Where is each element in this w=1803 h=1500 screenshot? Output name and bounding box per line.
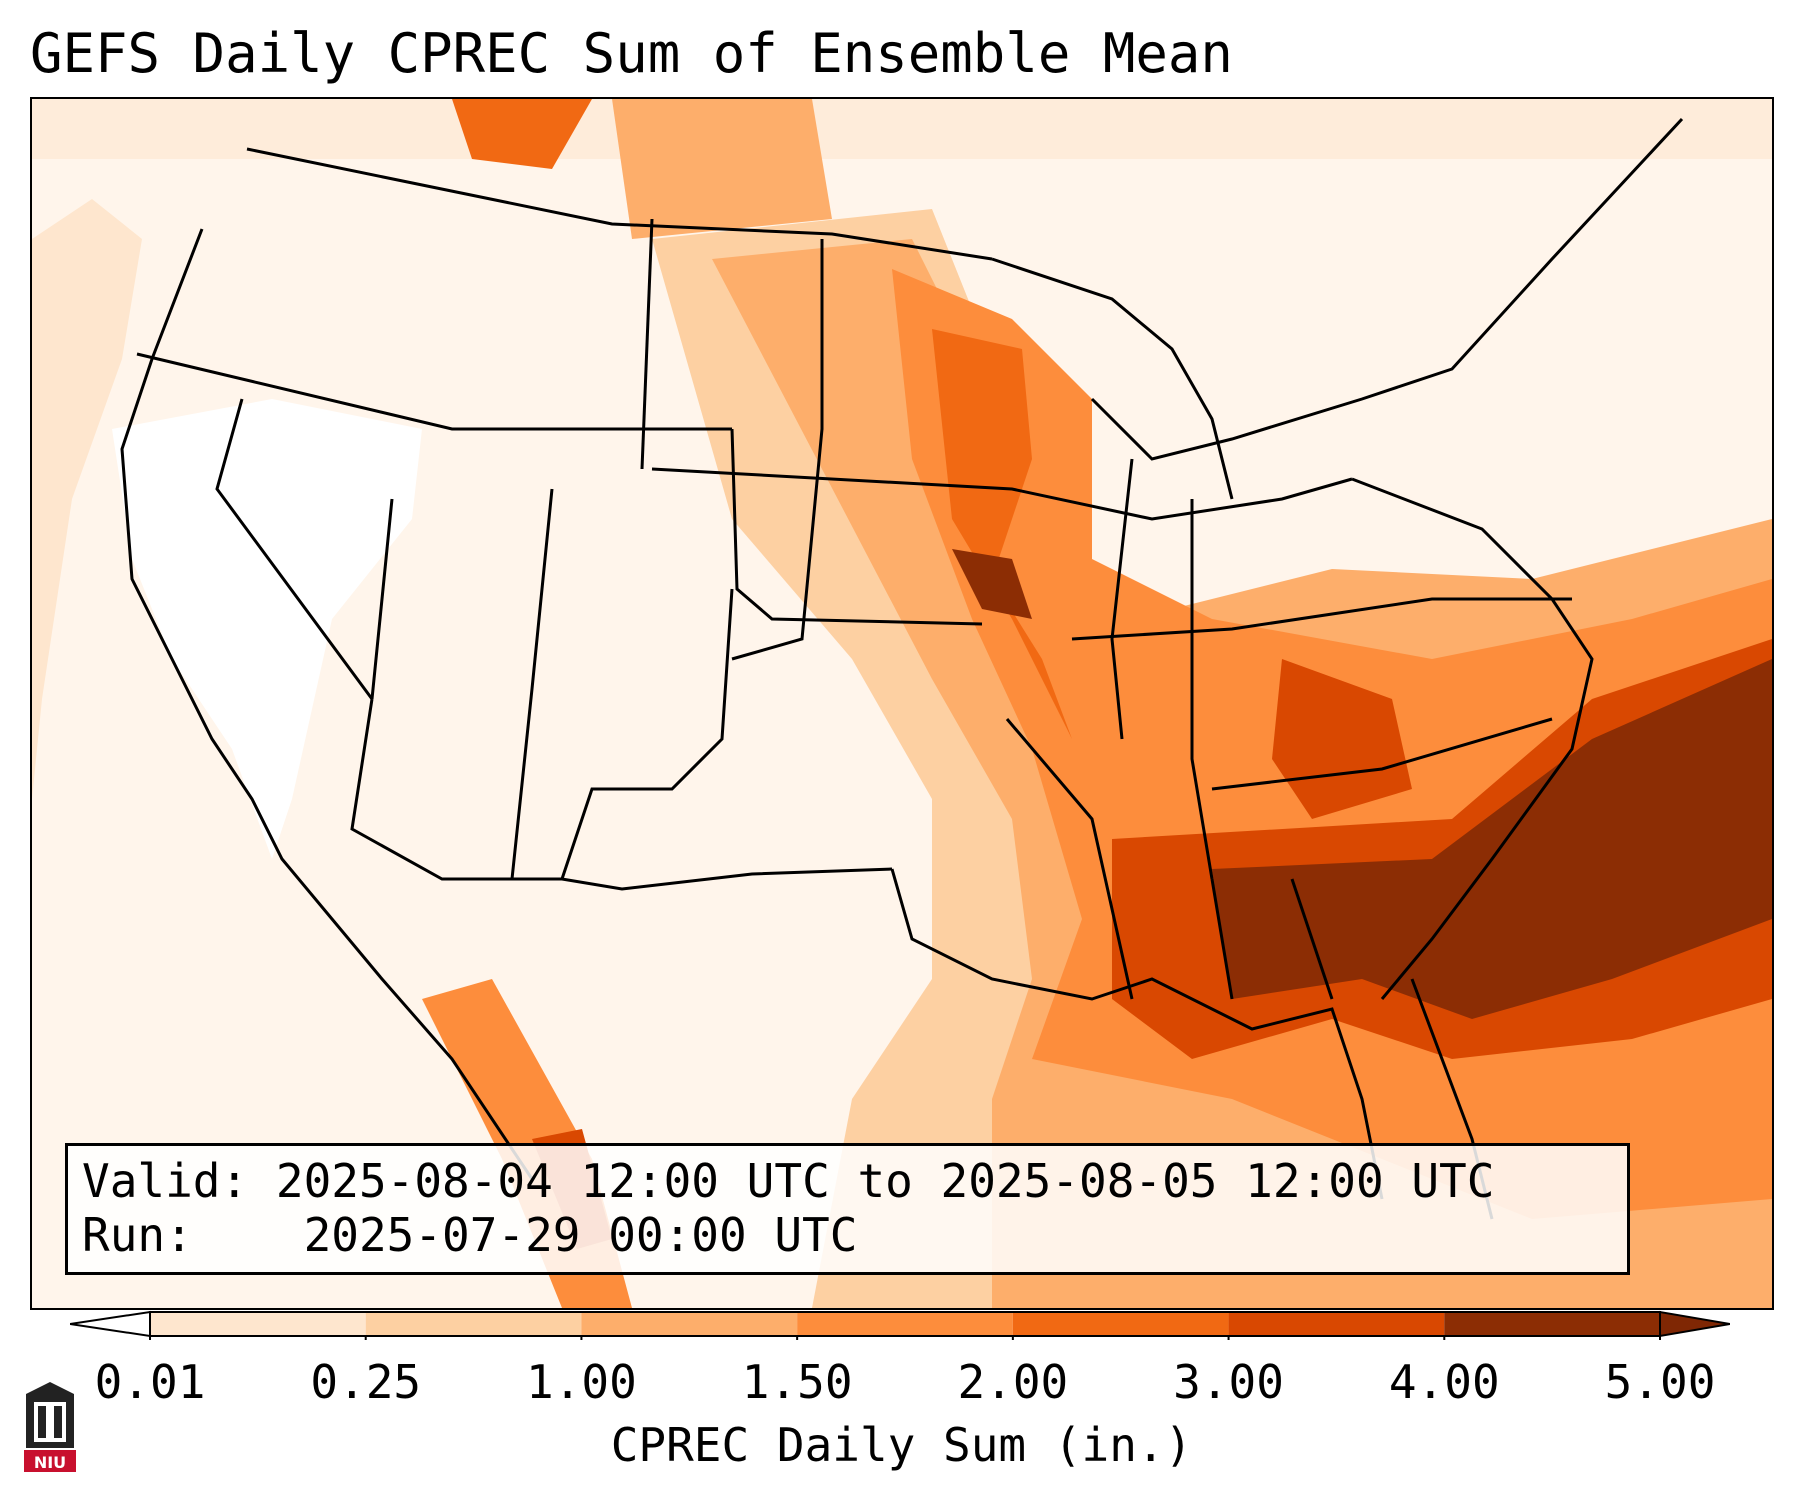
colorbar-segment <box>581 1312 798 1336</box>
idaho-nevada-line <box>370 498 394 700</box>
colorbar <box>70 1310 1730 1340</box>
valid-run-info-box: Valid: 2025-08-04 12:00 UTC to 2025-08-0… <box>65 1143 1630 1275</box>
colorbar-tick-label: 5.00 <box>1604 1355 1716 1409</box>
colorbar-segment <box>1444 1312 1660 1336</box>
precip-canada-rockies <box>452 99 592 169</box>
utah-line <box>510 488 554 880</box>
colorbar-segment <box>365 1312 582 1336</box>
map-title: GEFS Daily CPREC Sum of Ensemble Mean <box>30 22 1233 85</box>
colorbar-segment <box>150 1312 366 1336</box>
precip-canada-prairies <box>612 99 832 239</box>
canada-east-border <box>1090 117 1684 461</box>
colorbar-tick-label: 0.01 <box>94 1355 206 1409</box>
dakota-line <box>731 239 824 661</box>
state-line-north <box>136 352 732 431</box>
colorbar-label: CPREC Daily Sum (in.) <box>610 1418 1193 1472</box>
map-canvas <box>32 99 1772 1308</box>
run-value: 2025-07-29 00:00 UTC <box>303 1208 858 1262</box>
colorbar-outline <box>149 1311 1661 1337</box>
colorbar-segment <box>797 1312 1013 1336</box>
precip-upper-midwest <box>932 329 1072 739</box>
us-canada-border <box>246 147 993 261</box>
alabama-line <box>1210 878 1234 1000</box>
colorbar-segment <box>1012 1312 1229 1336</box>
atlantic-coastline <box>1351 477 1594 1000</box>
dry-region-west <box>112 399 422 859</box>
run-label: Run: <box>82 1208 193 1262</box>
georgia-line <box>1290 878 1334 1000</box>
midwest-border <box>651 467 1353 521</box>
precip-pacific <box>32 199 142 799</box>
colorbar-tick-label: 0.25 <box>310 1355 422 1409</box>
southern-state-line <box>1211 717 1553 791</box>
valid-value: 2025-08-04 12:00 UTC to 2025-08-05 12:00… <box>275 1154 1495 1208</box>
colorbar-tick-label: 3.00 <box>1173 1355 1284 1409</box>
valid-label: Valid: <box>82 1154 249 1208</box>
boundary-lines <box>120 117 1684 1220</box>
great-lakes-outline <box>991 257 1234 500</box>
logo-banner <box>24 1450 76 1472</box>
logo-pillar-right <box>54 1406 62 1438</box>
precip-north-band <box>32 99 1772 159</box>
ohio-valley-line <box>1071 597 1572 641</box>
gulf-coastline <box>890 868 1384 1200</box>
logo-pillar-left <box>38 1406 46 1438</box>
precipitation-map <box>30 97 1774 1310</box>
colorbar-segment <box>1228 1312 1445 1336</box>
colorbar-tick-label: 2.00 <box>957 1355 1069 1409</box>
precip-iowa-max <box>952 549 1032 619</box>
illinois-line <box>1110 458 1134 740</box>
texas-panhandle-line <box>560 588 734 880</box>
montana-line <box>640 218 654 470</box>
mississippi-line <box>1005 718 1134 1000</box>
colorbar-tick-label: 1.50 <box>741 1355 853 1409</box>
niu-logo-icon: NIU <box>24 1382 76 1472</box>
colorbar-tick-label: 1.00 <box>526 1355 637 1409</box>
indiana-line <box>1190 499 1214 880</box>
colorbar-tick-label: 4.00 <box>1388 1355 1500 1409</box>
plains-border <box>730 428 983 626</box>
pacific-coastline <box>120 228 534 1180</box>
logo-text: NIU <box>34 1453 66 1472</box>
nevada-border <box>215 398 374 700</box>
colorbar-extend-low <box>70 1310 151 1338</box>
run-line: Run: 2025-07-29 00:00 UTC <box>82 1208 1613 1262</box>
valid-line: Valid: 2025-08-04 12:00 UTC to 2025-08-0… <box>82 1154 1613 1208</box>
precip-southeast-max <box>1212 659 1772 1019</box>
colorbar-extend-high <box>1659 1310 1730 1338</box>
